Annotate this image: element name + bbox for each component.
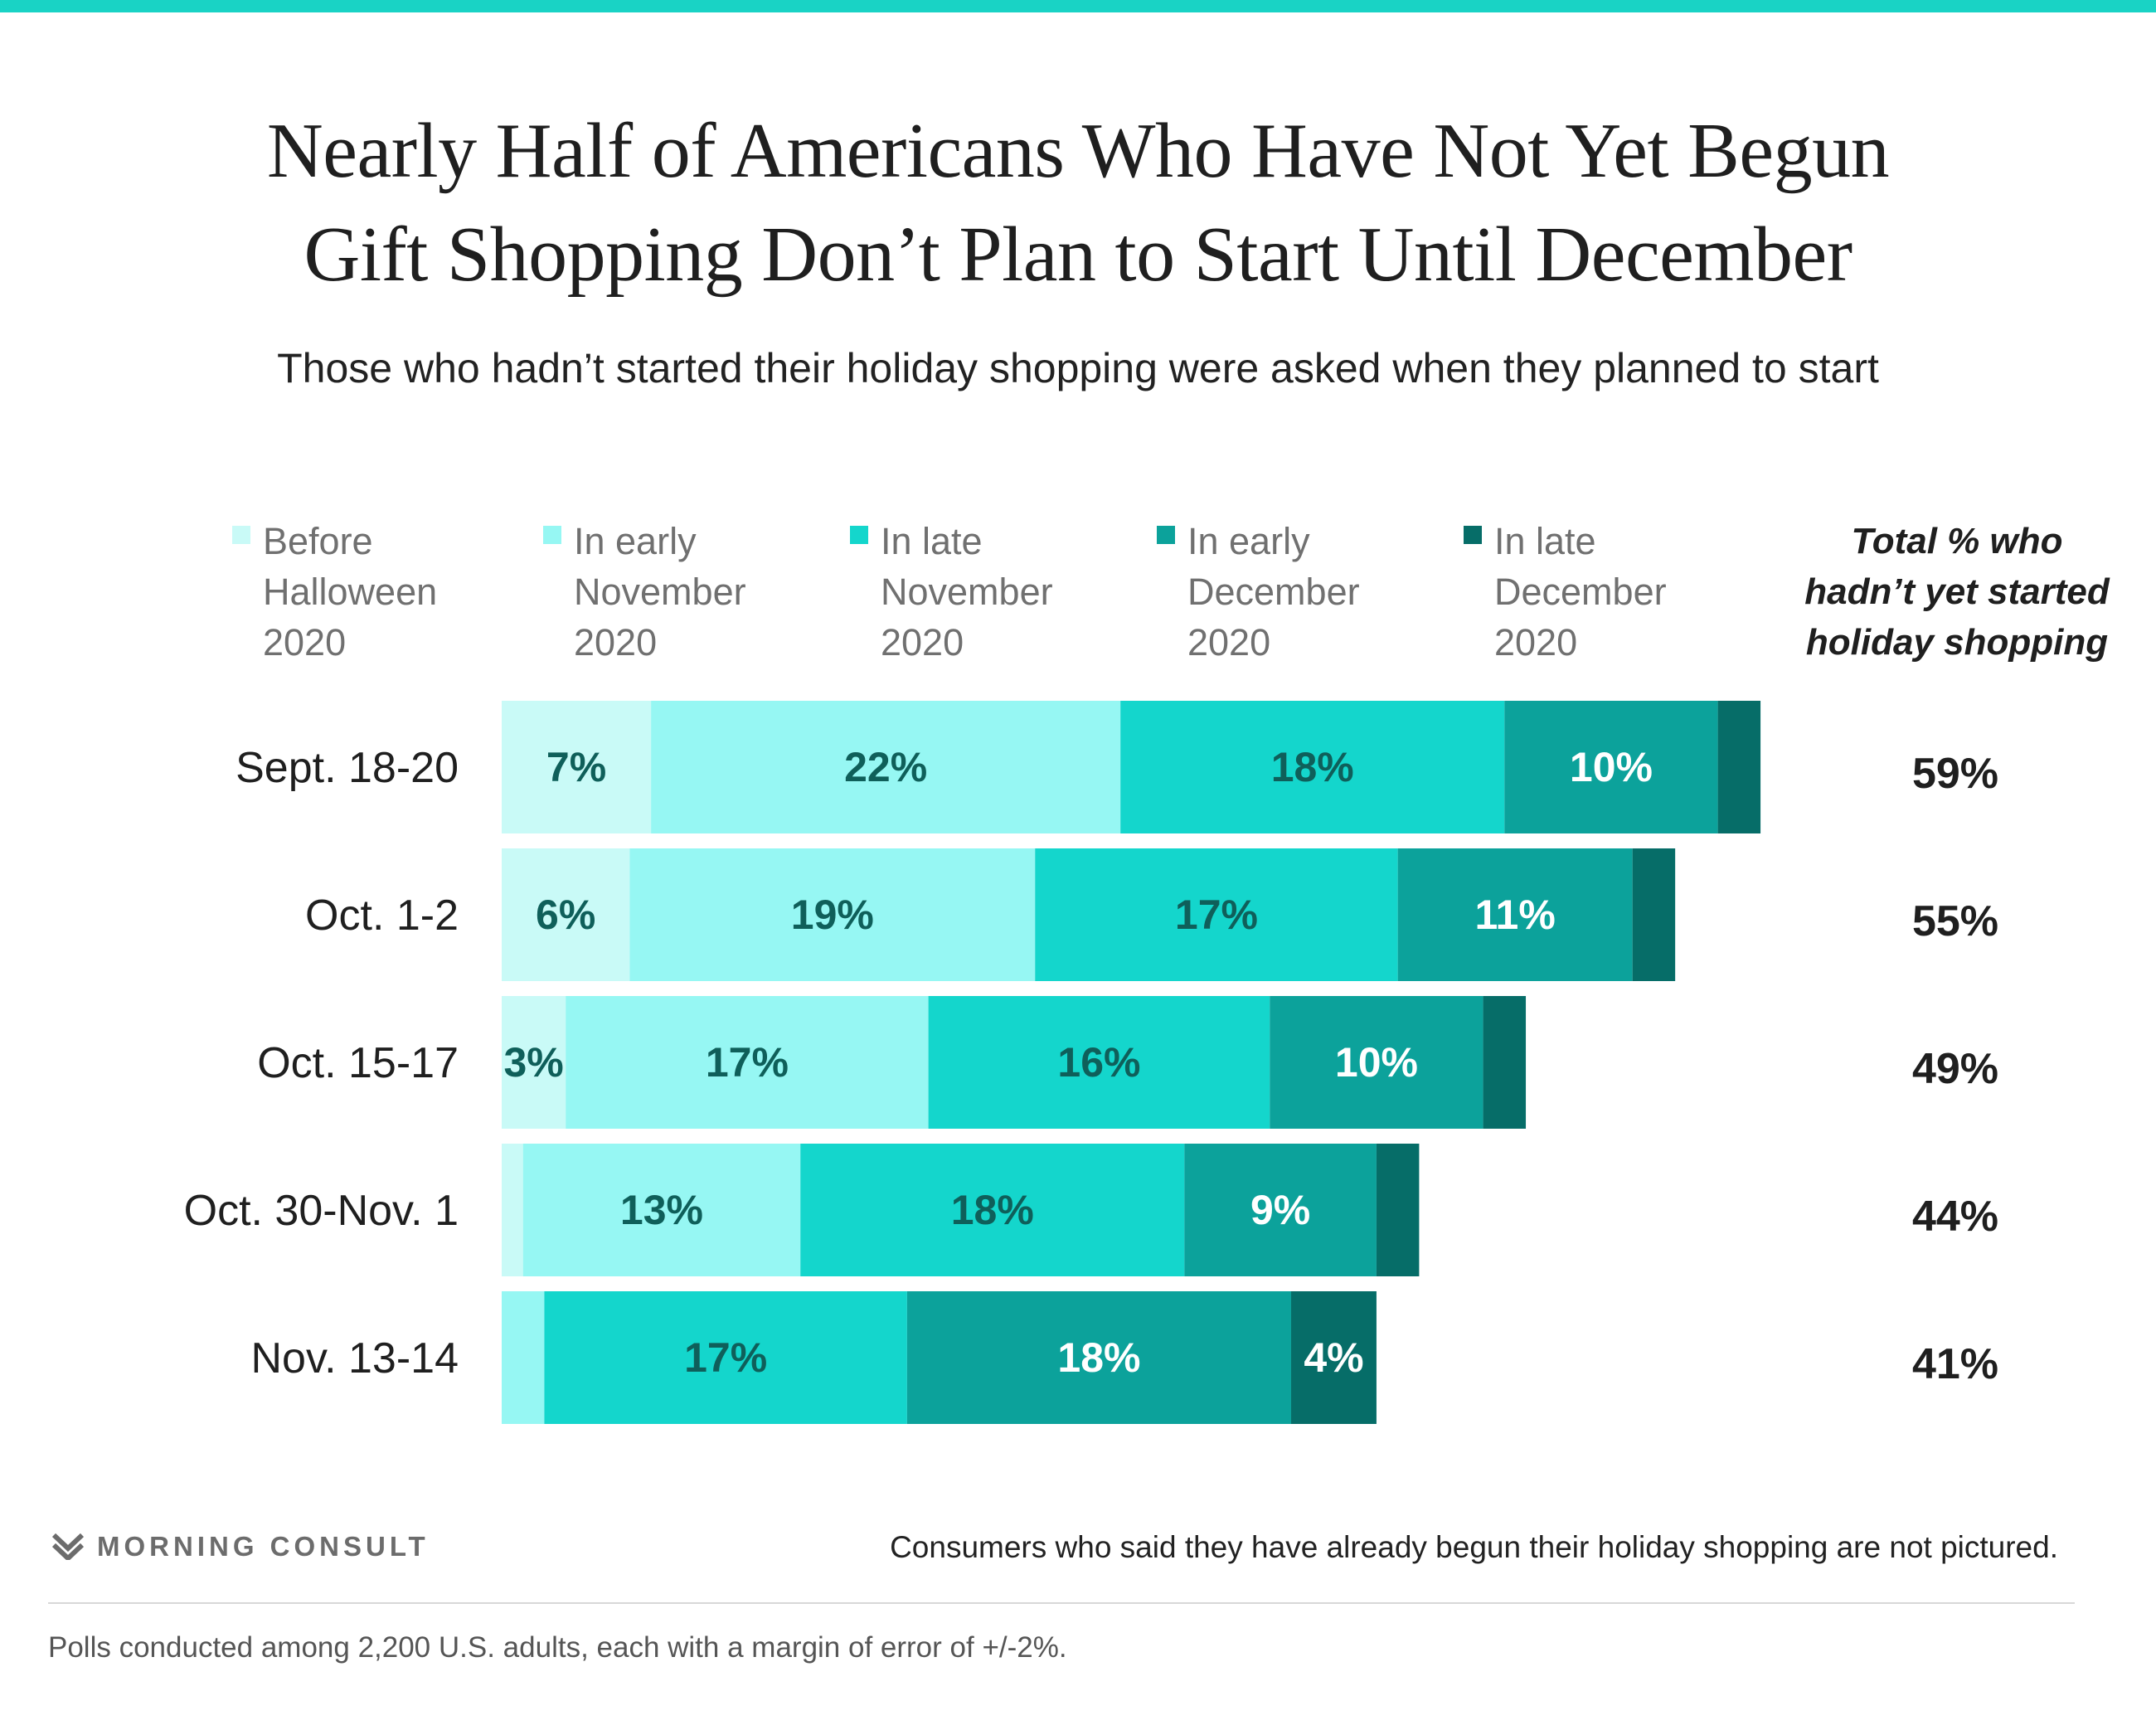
bar-segment [1376, 1144, 1420, 1276]
legend-swatch [850, 526, 868, 544]
bar-segment [629, 848, 1036, 981]
bar-value-label: 18% [1057, 1334, 1140, 1381]
legend-label: In early November 2020 [574, 520, 746, 663]
bar-value-label: 11% [1475, 892, 1556, 938]
bar-segment [1291, 1291, 1377, 1424]
bar-value-label: 17% [706, 1039, 789, 1086]
bar-segment [800, 1144, 1185, 1276]
bar-segment [544, 1291, 907, 1424]
bar-segment [502, 848, 630, 981]
top-accent-bar [0, 0, 2156, 12]
bar-segment [522, 1144, 801, 1276]
row-total-label: 44% [1912, 1193, 1998, 1241]
legend-swatch [232, 526, 250, 544]
bar-segment [1504, 701, 1718, 833]
legend-label: In late December 2020 [1494, 520, 1667, 663]
row-category-label: Oct. 15-17 [257, 1039, 459, 1087]
bar-segment [1035, 848, 1398, 981]
morning-consult-logo-icon [51, 1533, 85, 1560]
bar-value-label: 10% [1570, 744, 1653, 790]
row-total-label: 59% [1912, 750, 1998, 798]
bar-value-label: 6% [536, 892, 595, 938]
row-total-label: 41% [1912, 1340, 1998, 1388]
bar-value-label: 17% [684, 1334, 767, 1381]
bar-segment [1120, 701, 1505, 833]
bar-segment [906, 1291, 1292, 1424]
bar-value-label: 13% [620, 1187, 703, 1233]
row-category-label: Sept. 18-20 [236, 744, 459, 792]
row-category-label: Oct. 30-Nov. 1 [184, 1187, 459, 1235]
bar-value-label: 4% [1304, 1334, 1363, 1381]
chart-title: Nearly Half of Americans Who Have Not Ye… [0, 100, 2156, 307]
bar-segment [1717, 701, 1761, 833]
legend-label: Before Halloween 2020 [263, 520, 438, 663]
total-column-header: Total % who hadn’t yet started holiday s… [1804, 521, 2110, 663]
bar-value-label: 22% [844, 744, 927, 790]
bar-value-label: 18% [1271, 744, 1354, 790]
bar-value-label: 16% [1057, 1039, 1140, 1086]
bar-segment [566, 996, 929, 1129]
bar-segment [1184, 1144, 1377, 1276]
legend-swatch [1464, 526, 1482, 544]
bar-segment [1632, 848, 1676, 981]
bar-value-label: 18% [951, 1187, 1034, 1233]
bar-segment [651, 701, 1121, 833]
chart-title-line-2: Gift Shopping Don’t Plan to Start Until … [303, 211, 1853, 298]
legend-label: In early December 2020 [1187, 520, 1360, 663]
bar-value-label: 7% [546, 744, 606, 790]
source-note: Polls conducted among 2,200 U.S. adults,… [48, 1631, 1067, 1664]
bar-segment [1270, 996, 1483, 1129]
bar-segment [1397, 848, 1633, 981]
bar-segment [502, 1144, 523, 1276]
bar-segment [502, 996, 566, 1129]
bar-value-label: 17% [1175, 892, 1258, 938]
bar-value-label: 10% [1335, 1039, 1418, 1086]
row-category-label: Nov. 13-14 [250, 1334, 459, 1382]
legend-label: In late November 2020 [881, 520, 1053, 663]
bar-segment [928, 996, 1270, 1129]
bar-segment [502, 701, 652, 833]
chart-subtitle: Those who hadn’t started their holiday s… [277, 345, 1879, 391]
bar-value-label: 3% [503, 1039, 563, 1086]
chart-title-line-1: Nearly Half of Americans Who Have Not Ye… [266, 108, 1890, 194]
row-total-label: 55% [1912, 897, 1998, 945]
legend-swatch [1157, 526, 1175, 544]
morning-consult-wordmark: MORNING CONSULT [97, 1531, 430, 1562]
row-category-label: Oct. 1-2 [305, 892, 459, 940]
bar-value-label: 9% [1250, 1187, 1310, 1233]
row-total-label: 49% [1912, 1045, 1998, 1093]
bar-value-label: 19% [791, 892, 874, 938]
bar-segment [502, 1291, 545, 1424]
footnote: Consumers who said they have already beg… [890, 1530, 2058, 1564]
footer-divider [48, 1602, 2075, 1604]
legend-swatch [543, 526, 561, 544]
bar-segment [1483, 996, 1527, 1129]
